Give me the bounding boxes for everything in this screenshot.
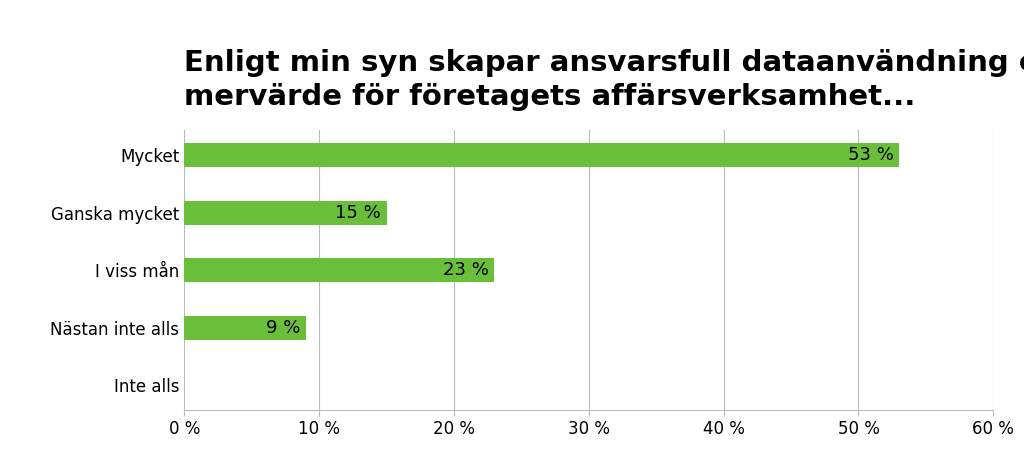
Text: 15 %: 15 % — [336, 204, 381, 222]
Bar — [184, 143, 899, 167]
Text: 53 %: 53 % — [848, 146, 894, 164]
Bar — [184, 258, 495, 282]
Text: 9 %: 9 % — [266, 319, 300, 337]
Bar — [184, 315, 305, 340]
Text: Enligt min syn skapar ansvarsfull dataanvändning ett
mervärde för företagets aff: Enligt min syn skapar ansvarsfull dataan… — [184, 49, 1024, 111]
Bar — [184, 201, 387, 225]
Text: 23 %: 23 % — [443, 261, 489, 279]
